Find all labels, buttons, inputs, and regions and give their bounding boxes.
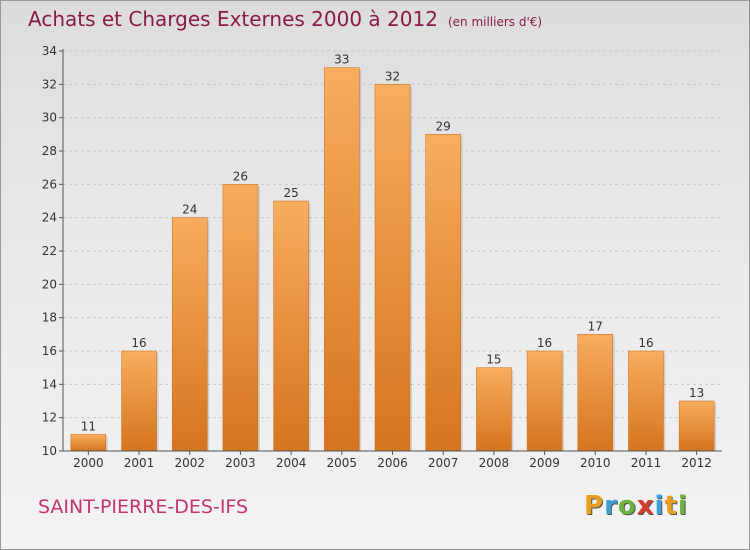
bar-2008 [476,367,512,452]
proxiti-logo[interactable]: Proxiti [584,491,688,521]
bar-2010 [577,334,614,452]
x-tick-label: 2010 [580,456,611,470]
x-tick-label: 2008 [479,456,510,470]
y-tick-label: 22 [42,244,57,258]
bar-2002 [171,217,208,452]
bar-2009 [526,350,563,452]
x-tick-label: 2002 [174,456,205,470]
y-tick-label: 34 [42,44,57,58]
bar-value-label: 15 [486,353,501,367]
x-tick-label: 2011 [631,456,662,470]
bar-2003 [222,184,259,452]
bar-2011 [628,350,664,452]
chart-unit: (en milliers d'€) [447,15,543,29]
y-tick-label: 28 [42,144,57,158]
bar-2006 [374,84,411,452]
x-tick-label: 2012 [681,456,712,470]
bar-2001 [121,350,157,452]
y-tick-label: 14 [42,377,57,391]
bar-2007 [425,134,461,452]
bar-2000 [70,434,107,452]
x-tick-label: 2006 [377,456,408,470]
bar-2004 [273,200,309,452]
bar-value-label: 16 [131,336,146,350]
chart-title: Achats et Charges Externes 2000 à 2012 (e… [28,7,543,31]
y-tick-label: 30 [42,111,57,125]
bar-2012 [678,400,715,452]
bar-value-label: 13 [689,386,704,400]
bar-value-label: 16 [537,336,552,350]
x-tick-label: 2009 [529,456,560,470]
x-tick-label: 2000 [73,456,104,470]
y-tick-label: 10 [42,444,57,458]
place-name: SAINT-PIERRE-DES-IFS [38,496,249,518]
x-tick-label: 2003 [225,456,256,470]
bar-value-label: 25 [283,186,298,200]
y-tick-label: 12 [42,411,57,425]
bar-value-label: 32 [385,69,400,83]
y-tick-label: 32 [42,77,57,91]
y-tick-label: 26 [42,177,57,191]
y-tick-label: 16 [42,344,57,358]
x-tick-label: 2004 [276,456,307,470]
x-tick-label: 2005 [327,456,358,470]
y-tick-label: 18 [42,311,57,325]
bar-value-label: 24 [182,203,197,217]
x-tick-label: 2007 [428,456,459,470]
bar-value-label: 17 [588,319,603,333]
x-tick-label: 2001 [124,456,155,470]
bar-value-label: 11 [81,419,96,433]
bar-2005 [324,67,360,452]
bar-value-label: 26 [233,169,248,183]
bar-value-label: 29 [436,119,451,133]
y-tick-label: 24 [42,211,57,225]
bar-value-label: 33 [334,53,349,67]
y-tick-label: 20 [42,277,57,291]
bar-value-label: 16 [638,336,653,350]
